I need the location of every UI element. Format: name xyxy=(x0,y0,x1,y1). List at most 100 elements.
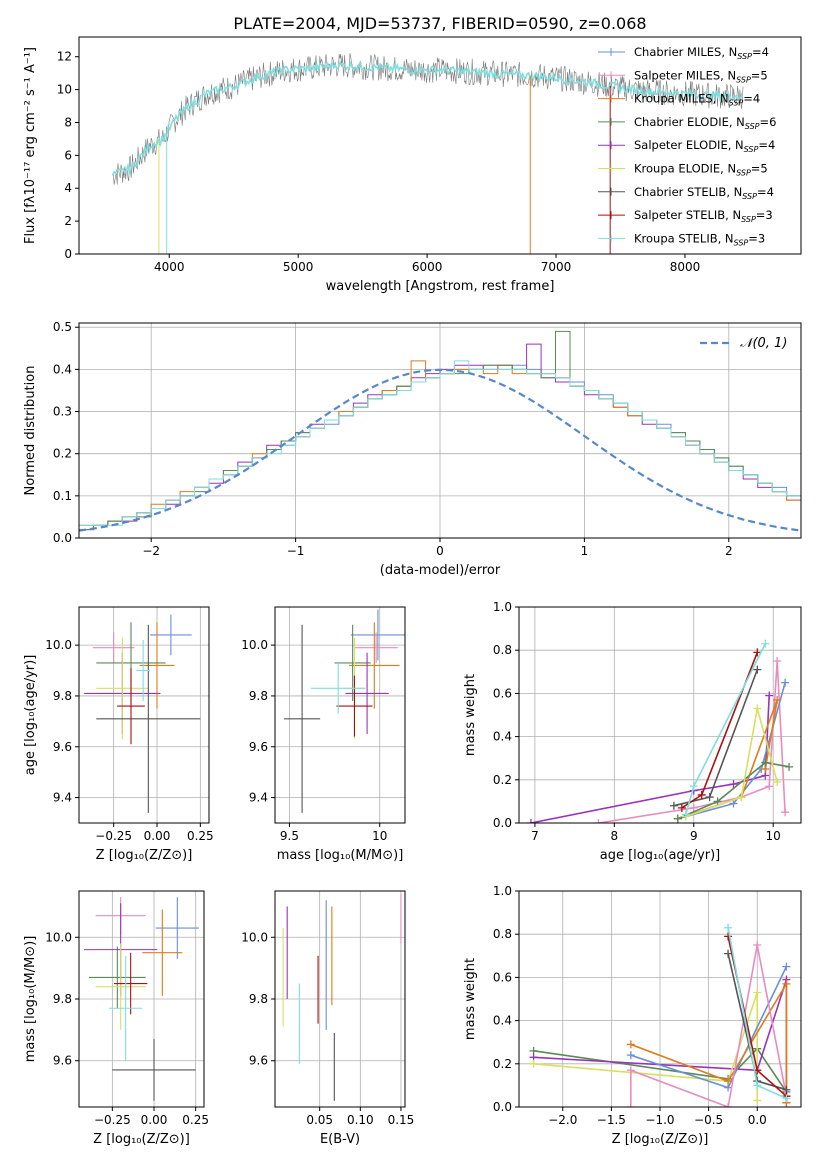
y-tick-label: 0.4 xyxy=(493,1014,512,1028)
y-tick-label: 0.2 xyxy=(493,1057,512,1071)
x-tick-label: 9 xyxy=(690,829,698,843)
legend-label: Chabrier MILES, N xyxy=(634,45,737,59)
plot-area xyxy=(84,614,201,813)
legend-label: Salpeter STELIB, N xyxy=(634,208,741,222)
weight-marker-chabrier_elodie xyxy=(785,762,794,771)
y-tick-label: 2 xyxy=(64,214,72,228)
y-tick-label: 0.0 xyxy=(493,1100,512,1114)
y-tick-label: 10.0 xyxy=(45,638,72,652)
plot-area xyxy=(79,330,801,538)
x-axis-label: Z [log₁₀(Z/Z⊙)] xyxy=(93,1132,190,1147)
weight-marker-kroupa_stelib xyxy=(753,1081,762,1090)
axes-frame xyxy=(78,606,210,824)
weight-marker-salpeter_stelib xyxy=(677,803,686,812)
x-tick-label: 5000 xyxy=(283,260,314,274)
legend-value: =4 xyxy=(757,185,774,199)
weight-marker-kroupa_miles xyxy=(724,1077,733,1086)
panel-1: 𝒩(0, 1) −2 −1 0 1 2 0.0 0.1 0.2 0.3 0.4 0.5 (data-mo… xyxy=(23,320,802,578)
y-tick-label: 12 xyxy=(57,50,72,64)
x-tick-label: 10 xyxy=(766,829,781,843)
weight-marker-chabrier_miles xyxy=(626,1051,635,1060)
y-tick-label: 6 xyxy=(64,148,72,162)
plot-area xyxy=(526,639,794,823)
x-tick-label: 7 xyxy=(531,829,539,843)
legend-normal-label: 𝒩(0, 1) xyxy=(740,336,787,351)
panel-3: 9.5 10 9.4 9.6 9.8 10.0 mass [log₁₀(M/M⊙)] xyxy=(241,606,406,863)
weight-marker-chabrier_elodie xyxy=(761,758,770,767)
weight-marker-kroupa_stelib xyxy=(761,639,770,648)
y-tick-label: 10.0 xyxy=(241,930,268,944)
weight-marker-chabrier_stelib xyxy=(753,665,762,674)
weight-marker-kroupa_stelib xyxy=(724,923,733,932)
y-tick-label: 9.6 xyxy=(249,740,268,754)
x-tick-label: 8 xyxy=(611,829,619,843)
x-tick-label: 0.25 xyxy=(182,1113,209,1127)
weight-marker-salpeter_miles xyxy=(753,941,762,949)
weight-marker-kroupa_elodie xyxy=(753,988,762,997)
panel-4: 7 8 9 10 0.0 0.2 0.4 0.6 0.8 1.0 age [log₁₀(age/yr… xyxy=(463,600,802,863)
panel-5: −0.25 0.00 0.25 9.6 9.8 10.0 Z [log₁₀(Z/Z⊙)] ma… xyxy=(23,890,209,1147)
weight-line-chabrier_elodie xyxy=(677,761,790,820)
weight-marker-salpeter_miles xyxy=(765,782,774,791)
x-tick-label: 0.00 xyxy=(144,829,171,843)
y-tick-label: 0.4 xyxy=(493,730,512,744)
legend-entry: Chabrier ELODIE, NSSP=6 xyxy=(634,115,776,131)
x-tick-label: 2 xyxy=(725,544,733,558)
weight-line-salpeter_miles xyxy=(598,660,786,823)
weight-marker-salpeter_miles xyxy=(689,803,698,812)
legend-entry: Salpeter STELIB, NSSP=3 xyxy=(634,208,773,224)
y-tick-label: 0.1 xyxy=(53,489,72,503)
legend-label: Salpeter ELODIE, N xyxy=(634,138,744,152)
legend-entry: Chabrier MILES, NSSP=4 xyxy=(634,45,769,61)
y-axis-label: Flux [fλ10⁻¹⁷ erg cm⁻² s⁻¹ A⁻¹] xyxy=(23,47,38,244)
x-tick-label: 7000 xyxy=(541,260,572,274)
y-tick-label: 9.8 xyxy=(53,689,72,703)
y-tick-label: 0.2 xyxy=(53,447,72,461)
weight-marker-kroupa_stelib xyxy=(689,782,698,791)
legend-value: =5 xyxy=(751,68,768,82)
legend-entry: Chabrier STELIB, NSSP=4 xyxy=(634,185,774,201)
y-tick-label: 9.4 xyxy=(249,791,268,805)
legend-entry: Salpeter MILES, NSSP=5 xyxy=(634,68,768,84)
y-tick-label: 0.4 xyxy=(53,362,72,376)
y-tick-label: 10.0 xyxy=(45,930,72,944)
y-tick-label: 9.6 xyxy=(53,740,72,754)
weight-marker-kroupa_elodie xyxy=(737,793,746,802)
legend-value: =4 xyxy=(752,45,769,59)
weight-line-kroupa_miles xyxy=(630,981,788,1103)
x-tick-label: −1.0 xyxy=(645,1113,674,1127)
y-axis-label: mass weight xyxy=(463,674,478,756)
legend-value: =3 xyxy=(756,208,773,222)
normal-curve xyxy=(79,368,801,532)
x-tick-label: 0.05 xyxy=(306,1113,333,1127)
x-tick-label: −0.25 xyxy=(95,829,132,843)
y-tick-label: 8 xyxy=(64,115,72,129)
plot-area xyxy=(284,609,405,813)
y-tick-label: 9.8 xyxy=(249,689,268,703)
weight-marker-salpeter_miles xyxy=(781,808,790,817)
y-axis-label: Normed distribution xyxy=(23,366,38,496)
x-axis-label: wavelength [Angstrom, rest frame] xyxy=(326,279,555,294)
x-tick-label: 0.0 xyxy=(748,1113,767,1127)
x-tick-label: −1.5 xyxy=(597,1113,626,1127)
x-tick-label: 0.10 xyxy=(347,1113,374,1127)
legend-value: =4 xyxy=(758,138,775,152)
weight-marker-chabrier_miles xyxy=(781,678,790,687)
weight-marker-kroupa_miles xyxy=(773,695,782,704)
weight-line-kroupa_elodie xyxy=(533,992,759,1101)
weight-marker-kroupa_elodie xyxy=(753,1096,762,1105)
legend-sub: SSP xyxy=(736,169,751,178)
x-tick-label: 4000 xyxy=(154,260,185,274)
weight-marker-kroupa_elodie xyxy=(773,777,782,786)
legend-entry: Salpeter ELODIE, NSSP=4 xyxy=(634,138,775,154)
y-tick-label: 9.4 xyxy=(53,791,72,805)
x-tick-label: −0.5 xyxy=(694,1113,723,1127)
y-tick-label: 0.0 xyxy=(53,531,72,545)
weight-marker-salpeter_elodie xyxy=(765,691,774,700)
legend-sub: SSP xyxy=(742,192,757,201)
weight-marker-salpeter_miles xyxy=(773,657,782,665)
y-tick-label: 4 xyxy=(64,181,72,195)
axes-frame xyxy=(78,36,802,255)
x-tick-label: 9.5 xyxy=(280,829,299,843)
